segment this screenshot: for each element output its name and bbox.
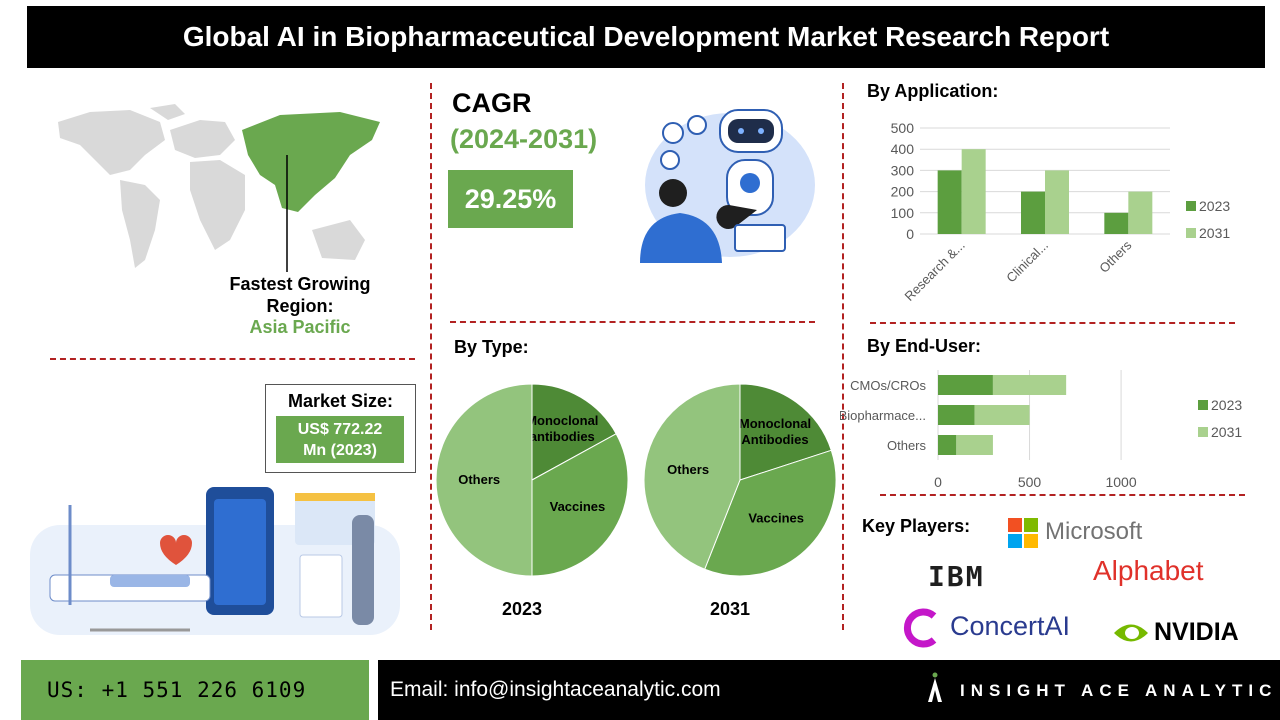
bar-2023 xyxy=(1104,212,1129,234)
slice-label: Antibodies xyxy=(741,432,808,447)
legend-label: 2031 xyxy=(1199,225,1230,241)
y-tick-label: 500 xyxy=(891,120,915,136)
bar-2023 xyxy=(937,170,962,234)
microsoft-logo-icon xyxy=(1008,518,1040,548)
bar-2023 xyxy=(1021,191,1045,234)
y-tick-label: Others xyxy=(887,438,927,453)
divider xyxy=(880,494,1245,496)
microsoft-logo-text: Microsoft xyxy=(1045,518,1143,545)
market-size-value-line2: Mn (2023) xyxy=(303,441,377,459)
by-application-chart: 0 100 200 300 400 500 Research &... Clinical...… xyxy=(891,120,1231,304)
footer-email: Email: info@insightaceanalytic.com xyxy=(378,660,1280,720)
region-title: Fastest Growing Region: xyxy=(200,273,400,317)
ai-robot-illustration xyxy=(640,109,815,263)
y-tick-label: 300 xyxy=(891,162,915,178)
by-end-user-chart: 0 500 1000 CMOs/CROs Biopharmace... Others 202… xyxy=(840,370,1242,490)
pie-slice xyxy=(643,383,741,570)
legend-swatch xyxy=(1198,427,1208,437)
pie-slice xyxy=(531,383,617,481)
bar-2031 xyxy=(956,435,993,455)
by-application-title: By Application: xyxy=(867,81,999,101)
by-type-title: By Type: xyxy=(454,337,529,357)
market-size-value: US$ 772.22 Mn (2023) xyxy=(276,416,404,463)
concertai-logo-icon xyxy=(903,608,937,648)
ibm-logo-text: IBM xyxy=(928,560,985,593)
pie-slice xyxy=(739,383,832,481)
divider xyxy=(50,358,415,360)
pie-year-label: 2031 xyxy=(710,599,750,619)
slice-label: Vaccines xyxy=(748,510,804,525)
region-name: Asia Pacific xyxy=(249,317,351,337)
insight-ace-logo-icon xyxy=(928,672,942,702)
bar-2031 xyxy=(1128,191,1153,234)
bar-2023 xyxy=(938,435,957,455)
market-size-title: Market Size: xyxy=(287,391,394,411)
cagr-period: (2024-2031) xyxy=(450,124,598,154)
x-tick-label: 0 xyxy=(934,474,942,490)
y-tick-label: Biopharmace... xyxy=(840,408,926,423)
by-end-user-title: By End-User: xyxy=(867,336,982,356)
footer-brand: INSIGHT ACE ANALYTIC xyxy=(960,681,1278,700)
divider xyxy=(870,322,1235,324)
divider xyxy=(430,83,432,630)
y-tick-label: 100 xyxy=(891,205,915,221)
bar-2031 xyxy=(974,405,1030,425)
nvidia-logo-text: NVIDIA xyxy=(1154,618,1239,646)
region-title-line2: Region: xyxy=(266,296,334,316)
world-map-image xyxy=(58,104,380,272)
slice-label: Others xyxy=(667,462,709,477)
x-tick-label: Others xyxy=(1096,237,1135,276)
y-tick-label: 0 xyxy=(906,226,914,242)
pie-slice xyxy=(435,383,533,577)
legend-swatch xyxy=(1198,400,1208,410)
y-tick-label: 200 xyxy=(891,184,915,200)
pie-slice xyxy=(704,449,837,577)
market-size-value-line1: US$ 772.22 xyxy=(297,420,383,438)
pie-year-label: 2023 xyxy=(502,599,542,619)
bar-2031 xyxy=(961,149,986,234)
slice-label: Vaccines xyxy=(550,499,606,514)
x-tick-label: Clinical... xyxy=(1003,238,1051,286)
y-tick-label: CMOs/CROs xyxy=(850,378,926,393)
divider xyxy=(450,321,815,323)
region-title-line1: Fastest Growing xyxy=(229,274,371,294)
slice-label: Others xyxy=(458,472,500,487)
slice-label: Monoclonal xyxy=(739,416,811,431)
bar-2031 xyxy=(1045,170,1069,234)
report-title: Global AI in Biopharmaceutical Developme… xyxy=(27,6,1265,68)
footer-phone: US: +1 551 226 6109 xyxy=(21,660,369,720)
y-tick-label: 400 xyxy=(891,141,915,157)
divider xyxy=(842,83,844,630)
legend-label: 2023 xyxy=(1211,397,1242,413)
legend-label: 2031 xyxy=(1211,424,1242,440)
legend-label: 2023 xyxy=(1199,198,1230,214)
x-tick-label: 1000 xyxy=(1105,474,1136,490)
bar-2031 xyxy=(992,375,1067,395)
x-tick-label: 500 xyxy=(1018,474,1042,490)
bar-2023 xyxy=(938,375,993,395)
healthcare-illustration xyxy=(30,487,400,635)
bar-2023 xyxy=(938,405,975,425)
cagr-label: CAGR xyxy=(452,88,532,118)
x-tick-label: Research &... xyxy=(901,238,967,304)
slice-label: antibodies xyxy=(530,429,595,444)
alphabet-logo-text: Alphabet xyxy=(1093,555,1204,586)
key-players-title: Key Players: xyxy=(862,516,971,536)
legend-swatch xyxy=(1186,201,1196,211)
concertai-logo-text: ConcertAI xyxy=(950,611,1071,641)
pie-slice xyxy=(531,433,629,577)
cagr-value: 29.25% xyxy=(448,170,573,228)
legend-swatch xyxy=(1186,228,1196,238)
slice-label: Monoclonal xyxy=(526,413,598,428)
nvidia-logo-icon xyxy=(1114,624,1148,642)
